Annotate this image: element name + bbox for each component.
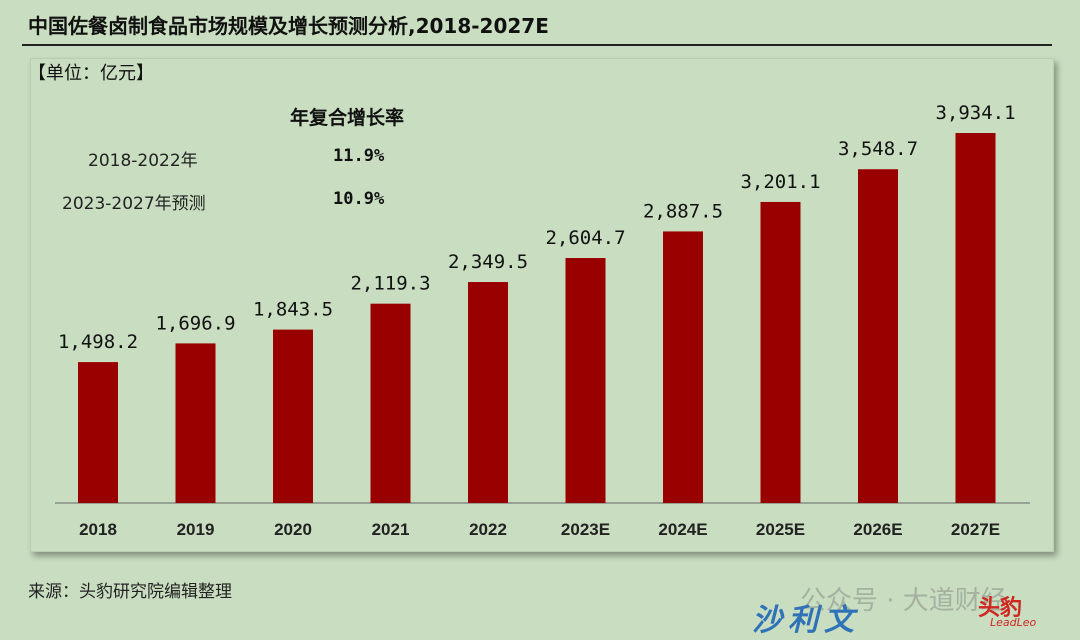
x-tick-2023E: 2023E — [561, 520, 610, 539]
toubao-logo-sub: LeadLeo — [990, 616, 1037, 629]
data-label-2019: 1,696.9 — [155, 312, 235, 334]
x-tick-2024E: 2024E — [658, 520, 707, 539]
data-label-2026E: 3,548.7 — [838, 138, 918, 160]
bar-2024E — [663, 231, 703, 503]
data-label-2021: 2,119.3 — [350, 273, 430, 295]
data-label-2027E: 3,934.1 — [935, 102, 1015, 124]
cagr-period-1: 2018-2022年 — [88, 151, 198, 171]
bar-2018 — [78, 362, 118, 503]
data-label-2018: 1,498.2 — [58, 331, 138, 353]
x-tick-2019: 2019 — [177, 520, 215, 539]
data-label-2022: 2,349.5 — [448, 251, 528, 273]
bar-2026E — [858, 169, 898, 504]
bar-2025E — [760, 201, 801, 503]
shaliwen-logo: 沙利文 — [752, 603, 860, 638]
cagr-rate-1: 11.9% — [333, 146, 385, 166]
bar-2027E — [955, 133, 996, 503]
watermark: 公众号 · 大道财经 — [800, 586, 1007, 616]
bar-2021 — [370, 303, 411, 503]
chart-title: 中国佐餐卤制食品市场规模及增长预测分析,2018-2027E — [28, 14, 549, 38]
bar-2023E — [565, 258, 606, 503]
cagr-rate-2: 10.9% — [333, 189, 385, 209]
bar-2020 — [273, 329, 313, 503]
x-tick-2027E: 2027E — [951, 520, 1000, 539]
data-label-2020: 1,843.5 — [253, 299, 333, 321]
x-tick-2025E: 2025E — [756, 520, 805, 539]
cagr-heading: 年复合增长率 — [290, 107, 405, 129]
data-label-2023E: 2,604.7 — [545, 227, 625, 249]
x-tick-2018: 2018 — [79, 520, 117, 539]
cagr-period-2: 2023-2027年预测 — [62, 194, 206, 214]
x-tick-2026E: 2026E — [853, 520, 902, 539]
bar-2019 — [175, 343, 216, 503]
x-tick-2022: 2022 — [469, 520, 507, 539]
x-tick-2020: 2020 — [274, 520, 312, 539]
title-divider — [22, 44, 1052, 46]
data-label-2024E: 2,887.5 — [643, 200, 723, 222]
bar-2022 — [468, 282, 508, 503]
source-note: 来源：头豹研究院编辑整理 — [28, 582, 232, 602]
toubao-logo: 头豹 — [978, 596, 1023, 621]
data-label-2025E: 3,201.1 — [740, 171, 820, 193]
x-tick-2021: 2021 — [372, 520, 410, 539]
unit-label: 【单位：亿元】 — [28, 63, 154, 84]
